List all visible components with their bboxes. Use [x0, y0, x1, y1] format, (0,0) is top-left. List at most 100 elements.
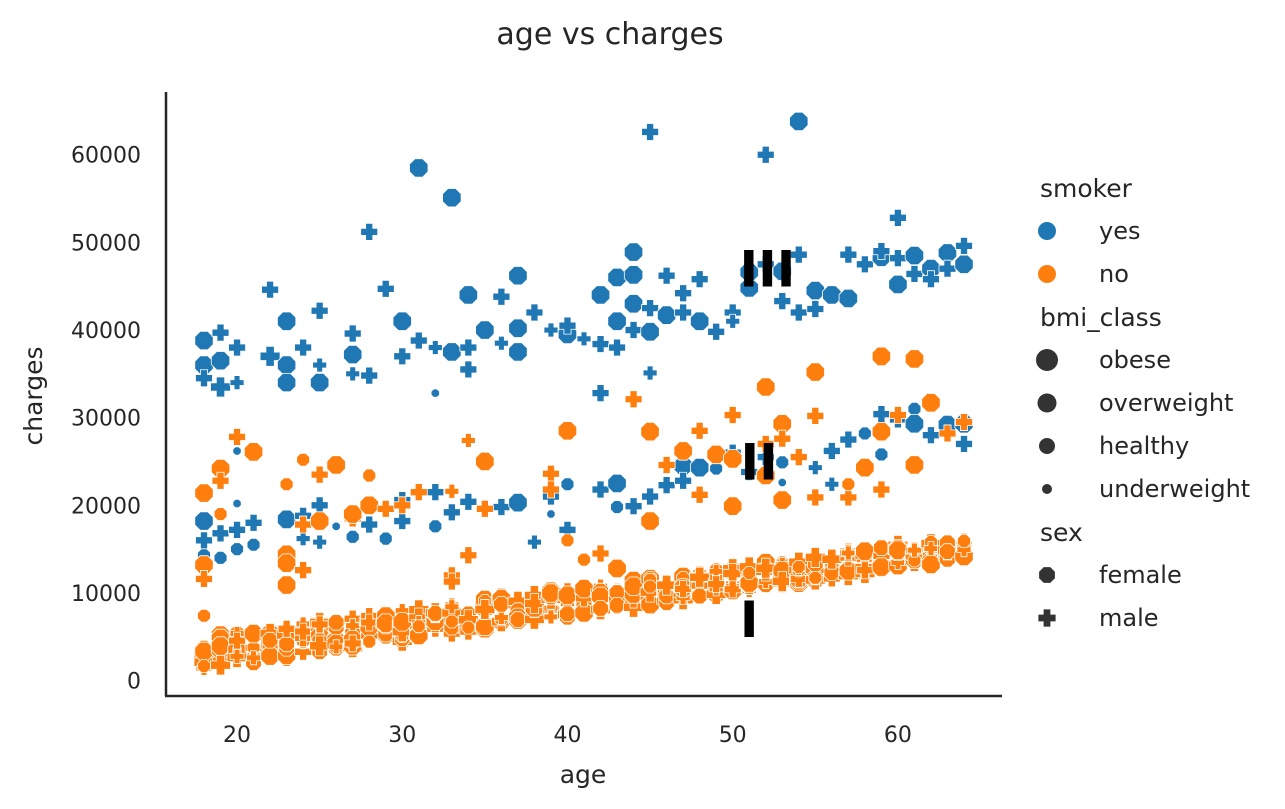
data-point — [756, 377, 776, 397]
x-tick-label: 20 — [223, 723, 251, 748]
data-point — [426, 483, 445, 502]
data-point — [294, 338, 313, 357]
data-point — [808, 571, 823, 585]
data-point — [789, 111, 809, 132]
data-point — [921, 554, 941, 574]
data-point — [839, 488, 858, 507]
x-ticks: 20 30 40 50 60 — [223, 723, 912, 748]
data-point — [642, 365, 658, 381]
data-point — [213, 551, 228, 565]
data-point — [331, 521, 341, 531]
data-point — [674, 579, 693, 598]
data-point — [376, 499, 395, 518]
data-point — [904, 245, 925, 266]
data-point — [707, 575, 726, 594]
legend-marker — [1038, 566, 1056, 584]
data-point — [210, 654, 231, 676]
data-point — [577, 552, 591, 567]
data-point — [475, 320, 495, 340]
data-point — [442, 188, 462, 208]
data-point — [560, 477, 575, 492]
data-point — [921, 393, 941, 413]
data-point — [276, 311, 297, 331]
data-point — [938, 259, 957, 278]
data-point — [309, 635, 331, 657]
data-point — [872, 405, 891, 424]
data-point — [641, 299, 659, 318]
data-point — [806, 300, 825, 318]
data-point — [229, 648, 245, 664]
data-point — [706, 444, 726, 465]
data-point — [195, 531, 213, 550]
data-point — [674, 471, 693, 490]
data-point — [508, 492, 528, 513]
data-point — [493, 596, 510, 613]
data-point — [558, 316, 577, 335]
data-point — [343, 324, 362, 343]
data-point — [938, 424, 957, 443]
data-point — [525, 303, 544, 322]
legend-marker — [1037, 393, 1057, 413]
data-point — [310, 465, 329, 484]
data-point — [608, 338, 626, 357]
data-point — [789, 245, 808, 264]
data-point — [461, 620, 476, 635]
data-point — [194, 511, 214, 531]
data-point — [805, 362, 825, 382]
data-point — [543, 322, 559, 338]
data-point — [260, 646, 280, 666]
data-point — [210, 636, 231, 656]
data-point — [822, 285, 842, 305]
data-point — [640, 322, 660, 342]
data-point — [492, 498, 511, 516]
data-point — [773, 429, 792, 448]
data-point — [310, 496, 329, 515]
data-point — [230, 542, 244, 556]
data-point — [640, 511, 660, 531]
data-point — [610, 500, 624, 514]
data-point — [889, 249, 907, 268]
data-point — [213, 507, 228, 521]
data-point — [691, 587, 708, 605]
data-point — [591, 384, 610, 403]
data-point — [773, 292, 792, 311]
y-tick-label: 30000 — [71, 407, 141, 432]
data-point — [542, 480, 560, 499]
data-point — [739, 262, 759, 282]
legend-label: underweight — [1099, 475, 1250, 503]
data-point — [211, 323, 230, 342]
data-point — [559, 605, 576, 623]
data-point — [376, 279, 395, 298]
data-point — [430, 388, 440, 398]
data-point — [261, 280, 279, 299]
y-tick-label: 20000 — [71, 494, 141, 519]
data-point — [805, 280, 825, 301]
data-point — [775, 455, 790, 470]
data-point — [590, 285, 611, 305]
data-point — [197, 608, 211, 623]
data-point — [756, 145, 775, 164]
data-point — [312, 534, 328, 550]
data-point — [458, 285, 479, 305]
data-point — [855, 457, 875, 478]
data-point — [922, 270, 940, 289]
data-point — [474, 599, 496, 620]
data-point — [690, 421, 709, 440]
data-point — [888, 540, 908, 560]
data-point — [360, 366, 379, 385]
data-point — [643, 579, 657, 594]
data-point — [641, 123, 659, 141]
data-point — [345, 530, 360, 544]
data-point — [228, 520, 246, 539]
data-point — [592, 600, 609, 617]
data-point — [442, 572, 461, 591]
data-point — [804, 547, 826, 568]
data-point — [772, 490, 792, 510]
data-point — [442, 342, 462, 362]
data-point — [855, 541, 875, 561]
data-point — [673, 441, 693, 461]
legend-marker — [1038, 222, 1056, 240]
data-point — [889, 406, 907, 424]
data-point — [228, 631, 246, 650]
